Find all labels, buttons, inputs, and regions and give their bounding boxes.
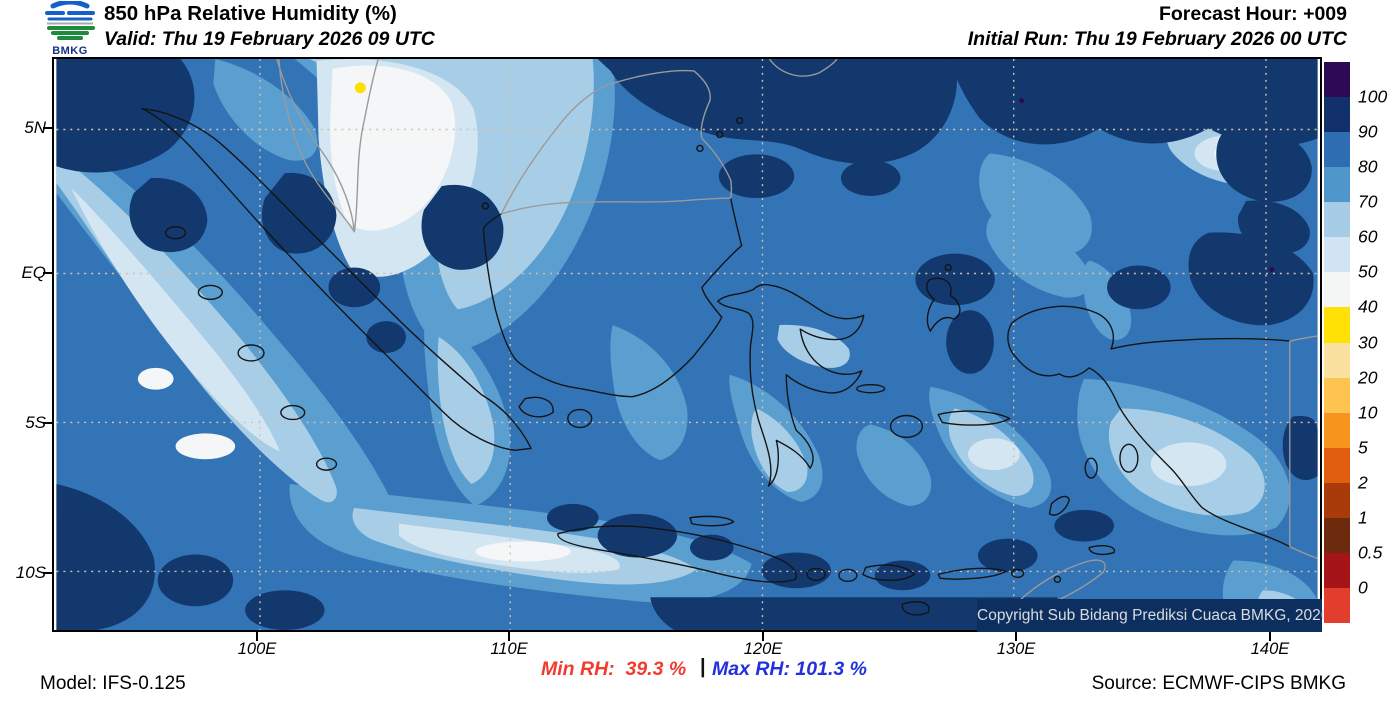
colorbar-label: 0: [1358, 577, 1368, 598]
min-rh-value: Min RH: 39.3 %: [541, 658, 687, 680]
sumatra-coastline: [141, 107, 532, 451]
colorbar-label: 40: [1358, 296, 1378, 317]
max-rh-value: Max RH: 101.3 %: [712, 658, 867, 680]
papua-south-coastline: [1015, 356, 1291, 548]
colorbar-label: 10: [1358, 402, 1378, 423]
rh-band-90-100: [56, 59, 1318, 630]
lat-label-10s: 10S: [15, 563, 46, 582]
humidity-map: [56, 59, 1318, 630]
colorbar-segment: [1324, 517, 1350, 553]
bmkg-logo-text: BMKG: [52, 45, 88, 57]
papua-north-coastline: [1011, 305, 1290, 350]
source-label: Source: ECMWF-CIPS BMKG: [1091, 673, 1346, 694]
colorbar-label: 80: [1358, 156, 1378, 177]
colorbar-label: 1: [1358, 507, 1368, 528]
bmkg-logo-icon: [45, 0, 95, 40]
lat-tick: [43, 572, 52, 574]
lat-label-5s: 5S: [25, 413, 46, 432]
lon-label-130e: 130E: [996, 640, 1036, 658]
colorbar-segment: [1324, 482, 1350, 518]
java-coastline: [557, 525, 797, 583]
lon-tick: [1015, 632, 1017, 641]
lon-tick: [256, 632, 258, 641]
colorbar-label: 70: [1358, 191, 1378, 212]
colorbar-segment: [1324, 272, 1350, 308]
lon-label-110e: 110E: [490, 640, 528, 658]
lon-tick: [1269, 632, 1271, 641]
model-label: Model: IFS-0.125: [40, 673, 186, 694]
page-title: 850 hPa Relative Humidity (%): [104, 2, 397, 25]
copyright-banner: Copyright Sub Bidang Prediksi Cuaca BMKG…: [977, 599, 1329, 632]
halmahera-coastline: [926, 277, 961, 332]
valid-time: Valid: Thu 19 February 2026 09 UTC: [104, 28, 435, 50]
colorbar-segment: [1324, 342, 1350, 378]
lon-tick: [508, 632, 510, 641]
lat-tick: [43, 422, 52, 424]
colorbar-segment: [1324, 97, 1350, 133]
forecast-hour: Forecast Hour: +009: [1158, 3, 1347, 25]
colorbar-label: 5: [1358, 437, 1368, 458]
colorbar-label: 30: [1358, 332, 1378, 352]
lon-label-120e: 120E: [743, 640, 783, 658]
colorbar-segment: [1324, 412, 1350, 448]
lon-label-140e: 140E: [1250, 640, 1290, 658]
graticule-gridlines: [56, 59, 1318, 630]
lon-label-100e: 100E: [237, 640, 277, 658]
colorbar-label: 2: [1358, 472, 1368, 493]
rh-band-over-100: [1019, 98, 1275, 273]
malaysian-borneo-coastline: [500, 69, 733, 215]
minmax-separator: |: [700, 656, 706, 678]
lat-tick: [43, 272, 52, 274]
colorbar-label: 50: [1358, 261, 1378, 282]
indonesia-coastlines: [141, 107, 1291, 616]
colorbar-segment: [1324, 237, 1350, 273]
colorbar-segment: [1324, 377, 1350, 413]
colorbar-segment: [1324, 132, 1350, 168]
colorbar-segment: [1324, 167, 1350, 203]
lon-tick: [762, 632, 764, 641]
colorbar-segment: [1324, 202, 1350, 238]
kalimantan-border: [501, 197, 731, 215]
lat-label-eq: EQ: [21, 263, 46, 282]
initial-run: Initial Run: Thu 19 February 2026 00 UTC: [967, 28, 1347, 50]
colorbar-label: 90: [1358, 121, 1378, 142]
bmkg-logo: BMKG: [38, 0, 102, 57]
sulawesi-coastline: [717, 283, 865, 487]
colorbar-label: 0.5: [1358, 542, 1383, 563]
colorbar-segment: [1324, 552, 1350, 588]
lat-tick: [43, 127, 52, 129]
colorbar-label: 60: [1358, 226, 1378, 247]
colorbar-segment: [1324, 587, 1350, 623]
colorbar-label: 20: [1358, 367, 1378, 388]
lat-label-5n: 5N: [24, 118, 46, 137]
humidity-map-frame: [52, 57, 1322, 632]
colorbar-label: 100: [1358, 86, 1388, 107]
colorbar-segment: [1324, 62, 1350, 98]
colorbar-segment: [1324, 447, 1350, 483]
min-humidity-spot: [354, 82, 366, 94]
rh-band-40-50: [137, 65, 1247, 562]
colorbar: [1324, 62, 1350, 623]
kalimantan-coastline: [482, 197, 743, 398]
colorbar-segment: [1324, 307, 1350, 343]
